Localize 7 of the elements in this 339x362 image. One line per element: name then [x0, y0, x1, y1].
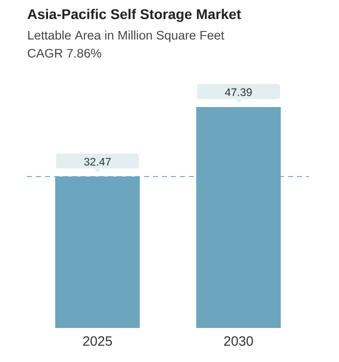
data-label: 32.47: [84, 158, 111, 166]
text: CAGR 7.86%: [28, 48, 102, 58]
data-label: 47.39: [224, 88, 252, 96]
x-tick-label: 2030: [224, 336, 253, 346]
chart-subtitle: Lettable Area in Million Square Feet: [28, 30, 224, 42]
chart-title: Asia-Pacific Self Storage Market: [28, 8, 241, 22]
x-tick-label: 2025: [83, 336, 112, 346]
